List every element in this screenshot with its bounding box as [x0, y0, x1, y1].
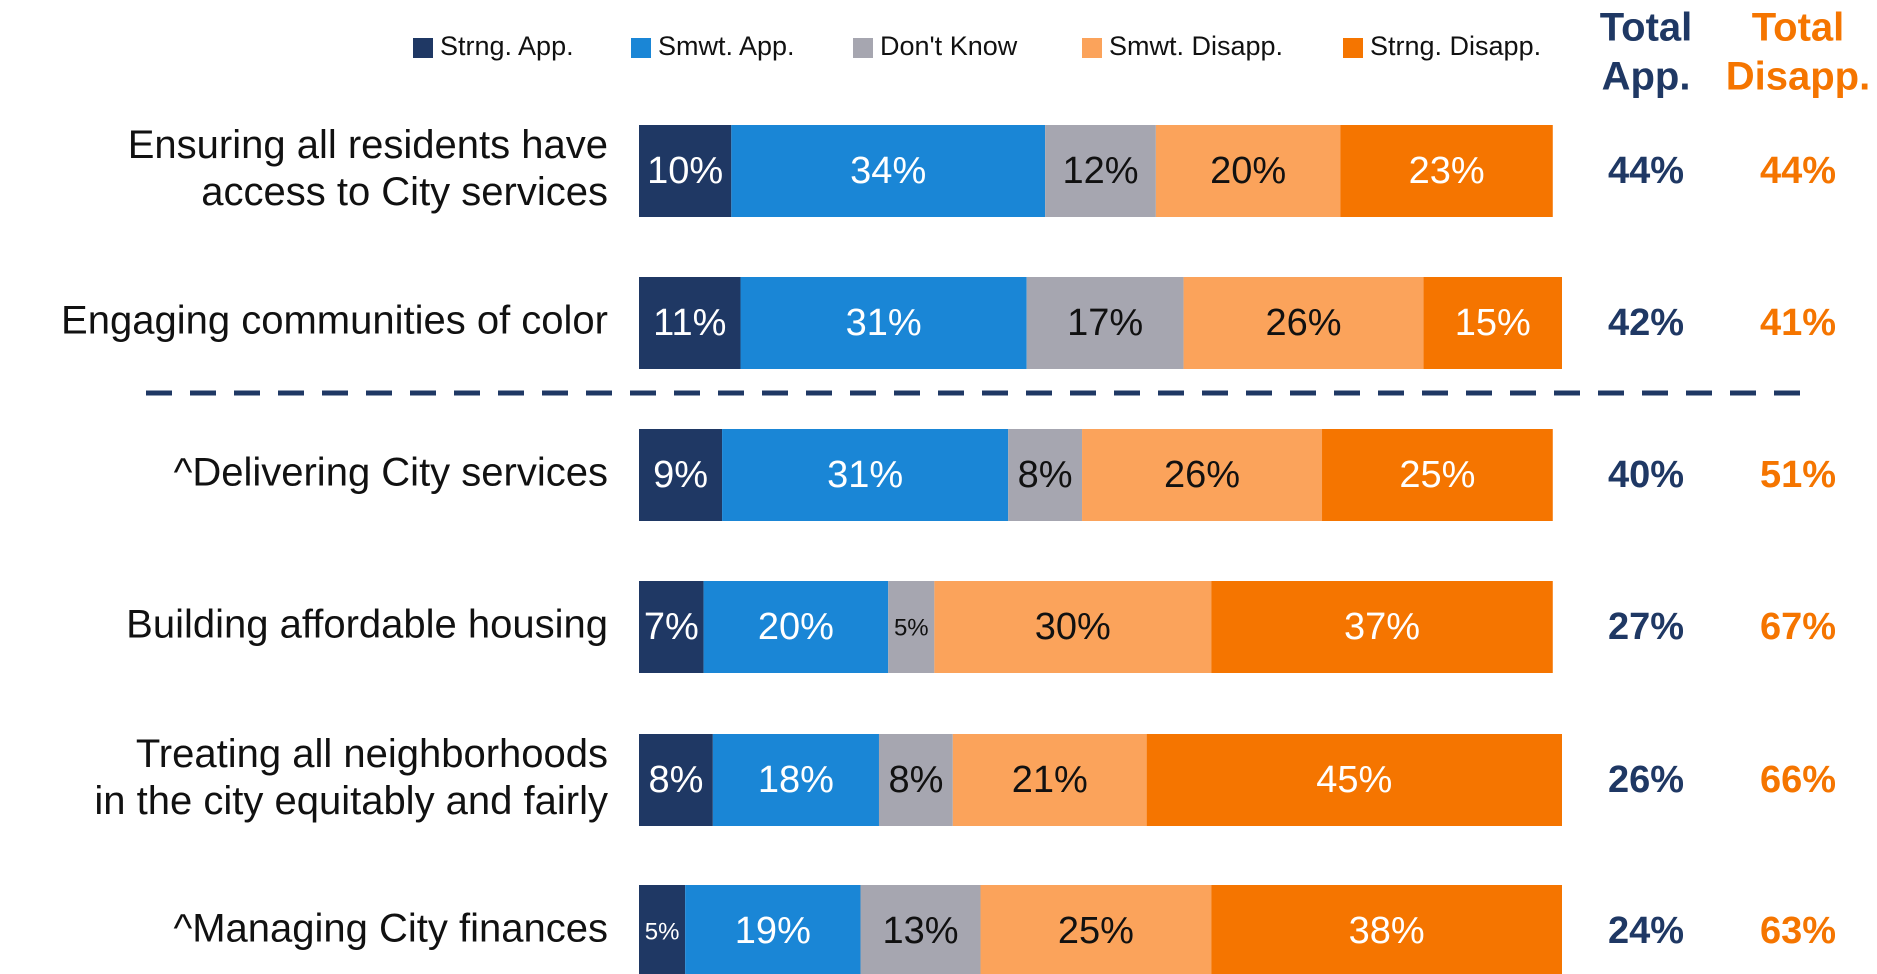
data-label: 25%	[1399, 454, 1475, 496]
bar-segment	[1183, 277, 1424, 369]
data-label: 38%	[1349, 910, 1425, 952]
legend-swatch	[1343, 38, 1363, 58]
data-label: 20%	[758, 606, 834, 648]
data-label: 31%	[827, 454, 903, 496]
bar-segment	[1155, 125, 1341, 217]
category-label: access to City services	[201, 170, 608, 214]
data-label: 30%	[1035, 606, 1111, 648]
category-label: Engaging communities of color	[61, 299, 608, 343]
bar-segment	[888, 581, 935, 673]
data-label: 15%	[1455, 302, 1531, 344]
bar-segment	[1211, 885, 1562, 974]
bar-segment	[1146, 734, 1562, 826]
bar-segment	[712, 734, 879, 826]
bar-segment	[1045, 125, 1156, 217]
bar-segment	[639, 581, 704, 673]
bar-segment	[878, 734, 953, 826]
data-label: 7%	[644, 606, 699, 648]
total-value: 67%	[1760, 606, 1836, 648]
data-label: 25%	[1058, 910, 1134, 952]
bar-segment	[1423, 277, 1562, 369]
legend-swatch	[853, 38, 873, 58]
data-label: 5%	[645, 918, 680, 945]
data-label: 23%	[1409, 150, 1485, 192]
total-value: 40%	[1608, 454, 1684, 496]
data-label: 9%	[653, 454, 708, 496]
total-value: 24%	[1608, 910, 1684, 952]
category-label: ^Managing City finances	[173, 907, 608, 951]
total-header: Total	[1752, 6, 1845, 50]
bar-segment	[722, 429, 1009, 521]
bar-segment	[731, 125, 1046, 217]
category-label: Ensuring all residents have	[128, 123, 608, 167]
bar-segment	[1340, 125, 1553, 217]
total-value: 41%	[1760, 302, 1836, 344]
category-label: in the city equitably and fairly	[94, 779, 608, 823]
bar-segment	[639, 885, 686, 974]
data-label: 37%	[1344, 606, 1420, 648]
bar-segment	[639, 277, 741, 369]
data-label: 19%	[735, 910, 811, 952]
data-label: 12%	[1062, 150, 1138, 192]
bar-segment	[934, 581, 1212, 673]
total-value: 26%	[1608, 759, 1684, 801]
data-label: 13%	[882, 910, 958, 952]
legend-label: Strng. App.	[440, 31, 574, 61]
data-label: 17%	[1067, 302, 1143, 344]
data-label: 11%	[653, 302, 726, 344]
bar-segment	[639, 429, 723, 521]
data-label: 34%	[850, 150, 926, 192]
legend-label: Don't Know	[880, 31, 1018, 61]
legend-label: Smwt. App.	[658, 31, 795, 61]
category-label: ^Delivering City services	[174, 451, 608, 495]
total-value: 51%	[1760, 454, 1836, 496]
data-label: 18%	[758, 759, 834, 801]
data-label: 26%	[1164, 454, 1240, 496]
legend-label: Smwt. Disapp.	[1109, 31, 1283, 61]
total-header: Disapp.	[1726, 55, 1870, 99]
bar-segment	[952, 734, 1147, 826]
data-label: 8%	[648, 759, 703, 801]
total-header: Total	[1600, 6, 1693, 50]
bar-segment	[1211, 581, 1553, 673]
bar-segment	[740, 277, 1027, 369]
data-label: 8%	[1018, 454, 1073, 496]
legend-label: Strng. Disapp.	[1370, 31, 1541, 61]
legend-swatch	[631, 38, 651, 58]
bar-segment	[1026, 277, 1184, 369]
bar-segment	[639, 734, 713, 826]
legend-swatch	[1082, 38, 1102, 58]
bar-segment	[685, 885, 861, 974]
bar-segment	[980, 885, 1212, 974]
bar-segment	[1322, 429, 1553, 521]
data-label: 45%	[1316, 759, 1392, 801]
data-label: 21%	[1012, 759, 1088, 801]
data-label: 10%	[647, 150, 723, 192]
total-value: 66%	[1760, 759, 1836, 801]
data-label: 31%	[846, 302, 922, 344]
bar-segment	[860, 885, 981, 974]
data-label: 20%	[1210, 150, 1286, 192]
total-value: 44%	[1760, 150, 1836, 192]
total-value: 63%	[1760, 910, 1836, 952]
category-label: Treating all neighborhoods	[136, 732, 608, 776]
bar-segment	[1008, 429, 1083, 521]
total-header: App.	[1602, 55, 1691, 99]
legend-swatch	[413, 38, 433, 58]
total-value: 44%	[1608, 150, 1684, 192]
total-value: 27%	[1608, 606, 1684, 648]
data-label: 5%	[894, 614, 929, 641]
bar-segment	[1082, 429, 1323, 521]
category-label: Building affordable housing	[126, 603, 608, 647]
bar-segment	[703, 581, 889, 673]
total-value: 42%	[1608, 302, 1684, 344]
bar-segment	[639, 125, 732, 217]
data-label: 26%	[1266, 302, 1342, 344]
data-label: 8%	[888, 759, 943, 801]
